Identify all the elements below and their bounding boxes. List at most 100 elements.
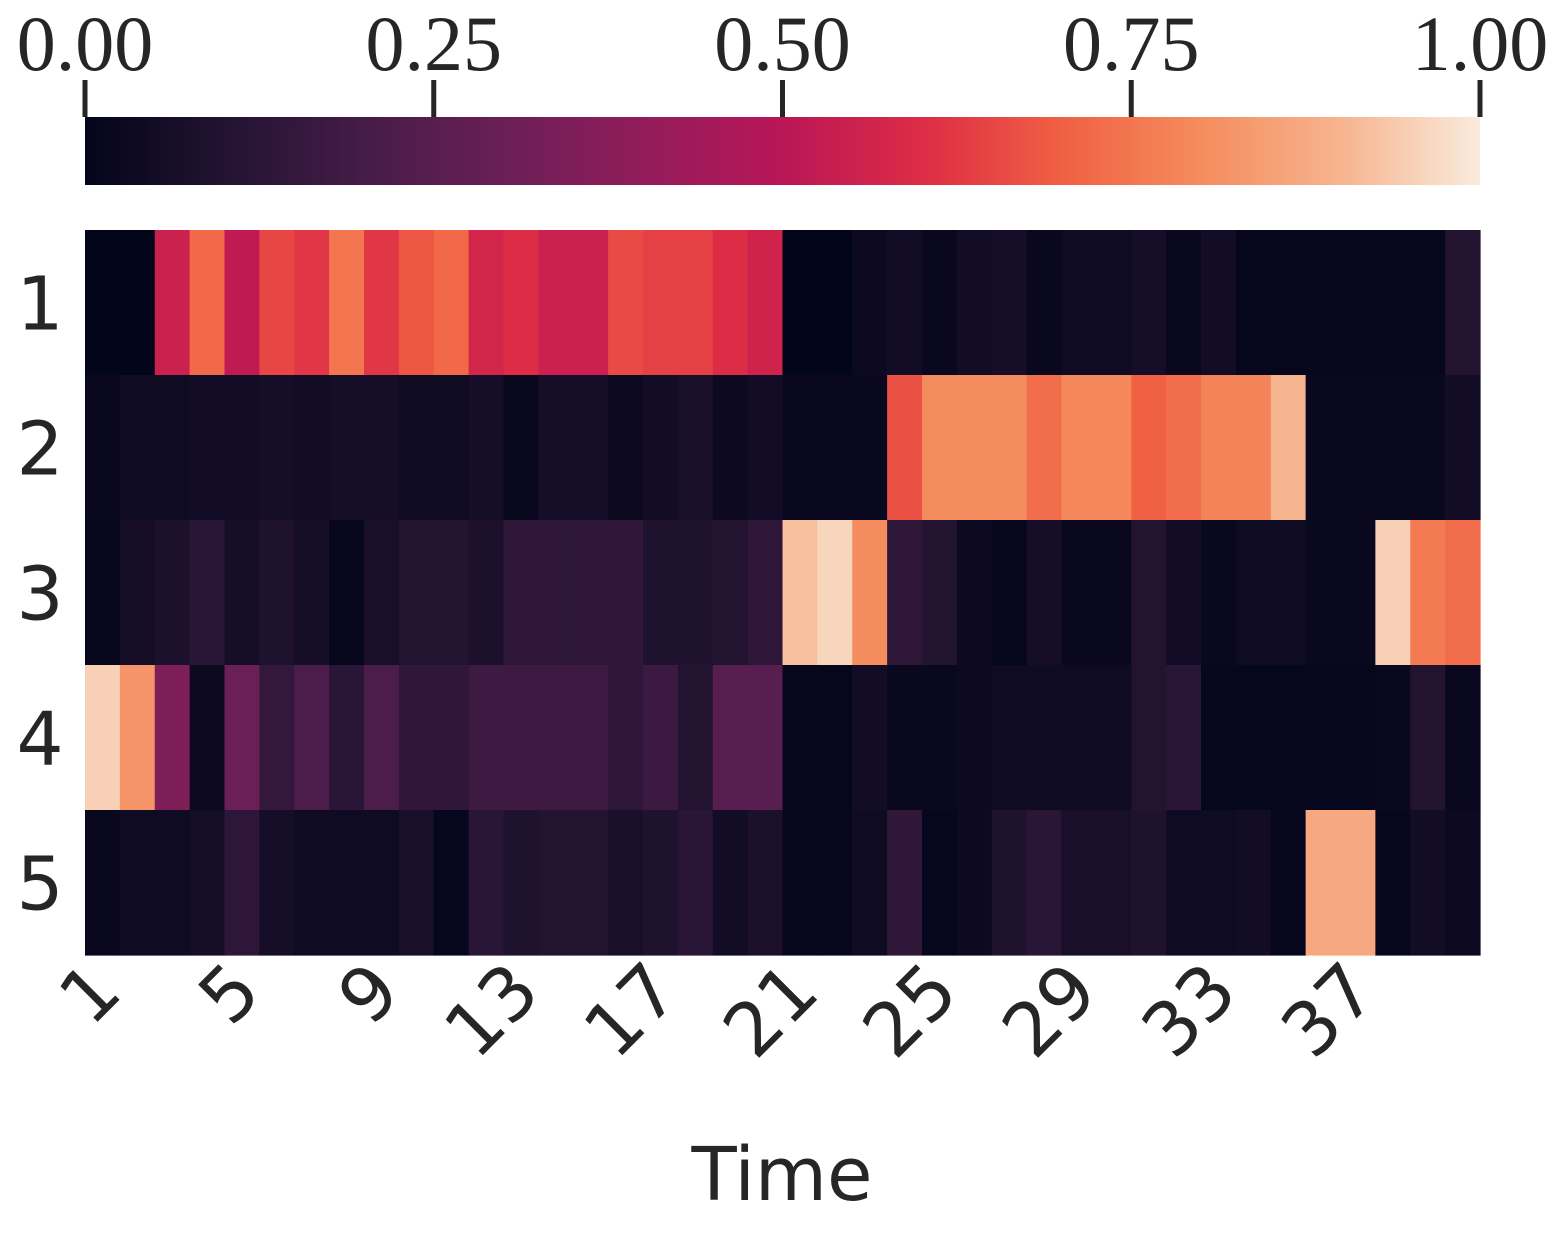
heatmap-cell [1166, 520, 1202, 666]
heatmap-cell [712, 810, 749, 956]
heatmap-cell [1201, 375, 1237, 521]
heatmap-cell [1340, 665, 1376, 811]
heatmap-cell [608, 810, 644, 956]
heatmap-cell [1201, 520, 1237, 666]
heatmap-cell [1410, 665, 1446, 811]
heatmap-cell [1061, 375, 1097, 521]
heatmap-cell [712, 230, 749, 376]
heatmap-cell [468, 810, 505, 956]
heatmap-cell [747, 375, 784, 521]
heatmap-cell [85, 810, 121, 956]
heatmap-cell [782, 375, 818, 521]
heatmap-cell [1235, 230, 1272, 376]
heatmap-cell [468, 520, 505, 666]
heatmap-cell [503, 665, 539, 811]
heatmap-cell [119, 665, 156, 811]
heatmap-cell [643, 665, 679, 811]
heatmap-cell [259, 810, 295, 956]
heatmap-cell [956, 810, 993, 956]
heatmap-cell [1375, 665, 1411, 811]
heatmap-cell [852, 230, 888, 376]
colorbar-tick-label: 0.00 [17, 0, 154, 87]
heatmap-cell [503, 230, 539, 376]
heatmap-cell [817, 810, 853, 956]
heatmap-cell [503, 520, 539, 666]
heatmap-cell [1270, 230, 1307, 376]
heatmap-cell [538, 230, 574, 376]
heatmap-cell [747, 230, 784, 376]
heatmap-cell [294, 810, 330, 956]
heatmap-cell [1410, 810, 1446, 956]
x-tick-label: 33 [1126, 947, 1253, 1074]
heatmap-cell [782, 665, 818, 811]
heatmap-cell [189, 810, 226, 956]
heatmap-cell [643, 230, 679, 376]
heatmap-cell [85, 375, 121, 521]
heatmap-cell [1445, 810, 1481, 956]
heatmap-cell [364, 375, 400, 521]
heatmap-cell [643, 810, 679, 956]
heatmap-cell [677, 810, 714, 956]
heatmap-cell [294, 520, 330, 666]
heatmap-cell [1061, 230, 1097, 376]
heatmap-cell [1445, 520, 1481, 666]
heatmap-cell [1026, 520, 1063, 666]
heatmap-cell [1305, 810, 1342, 956]
heatmap-cell [433, 230, 470, 376]
heatmap-cell [852, 375, 888, 521]
heatmap-cell [1026, 665, 1063, 811]
heatmap-cell [643, 375, 679, 521]
heatmap-cell [154, 810, 191, 956]
heatmap-cell [608, 665, 644, 811]
heatmap-cell [677, 520, 714, 666]
heatmap-cell [1166, 810, 1202, 956]
heatmap-cell [189, 665, 226, 811]
heatmap-cell [1235, 375, 1272, 521]
heatmap-cell [1410, 230, 1446, 376]
heatmap-cell [1096, 520, 1132, 666]
heatmap-cell [259, 520, 295, 666]
heatmap-cell [1061, 520, 1097, 666]
heatmap-cell [1235, 520, 1272, 666]
colorbar-tick-label: 1.00 [1412, 0, 1549, 87]
heatmap-cell [712, 665, 749, 811]
heatmap-cell [1026, 230, 1063, 376]
heatmap-cell [1270, 810, 1307, 956]
heatmap-cell [1026, 810, 1063, 956]
heatmap-cell [956, 375, 993, 521]
heatmap-cell [433, 665, 470, 811]
heatmap-cell [1375, 520, 1411, 666]
x-tick-label: 5 [183, 947, 277, 1041]
heatmap-cell [1410, 375, 1446, 521]
heatmap-cell [643, 520, 679, 666]
heatmap-cell [782, 520, 818, 666]
heatmap-cell [852, 520, 888, 666]
heatmap-cell [189, 230, 226, 376]
x-tick-label: 1 [43, 947, 137, 1041]
heatmap-cell [329, 375, 365, 521]
heatmap-cell [189, 520, 226, 666]
x-tick-label: 13 [428, 947, 555, 1074]
heatmap-cell [817, 230, 853, 376]
heatmap-cell [154, 230, 191, 376]
heatmap-cell [329, 520, 365, 666]
heatmap-cell [85, 665, 121, 811]
heatmap-cell [398, 520, 435, 666]
heatmap-cell [224, 810, 260, 956]
heatmap-cell [1375, 375, 1411, 521]
heatmap-cell [364, 520, 400, 666]
heatmap-cell [887, 375, 923, 521]
y-tick-label: 3 [16, 552, 63, 638]
heatmap-cell [189, 375, 226, 521]
heatmap-cell [1445, 665, 1481, 811]
heatmap-cell [1026, 375, 1063, 521]
heatmap-cell [503, 375, 539, 521]
heatmap-cell [1235, 665, 1272, 811]
heatmap-cell [1166, 665, 1202, 811]
heatmap-cell [433, 810, 470, 956]
heatmap-cell [991, 810, 1028, 956]
heatmap-cell [608, 375, 644, 521]
heatmap-cell [433, 375, 470, 521]
heatmap-cell [1340, 375, 1376, 521]
